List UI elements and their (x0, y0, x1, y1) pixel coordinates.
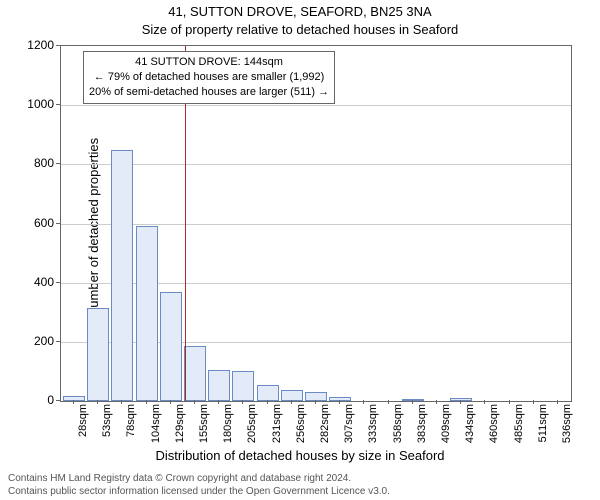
y-tick-mark (56, 104, 60, 105)
y-tick-label: 0 (14, 393, 54, 407)
y-tick-label: 600 (14, 216, 54, 230)
x-tick-label: 511sqm (537, 404, 549, 454)
histogram-bar (184, 346, 206, 401)
y-tick-label: 800 (14, 156, 54, 170)
x-tick-label: 333sqm (367, 404, 379, 454)
histogram-bar (232, 371, 254, 401)
y-tick-mark (56, 282, 60, 283)
histogram-bar (208, 370, 230, 401)
histogram-bar (281, 390, 303, 401)
x-tick-mark (73, 400, 74, 404)
chart-title-address: 41, SUTTON DROVE, SEAFORD, BN25 3NA (0, 4, 600, 19)
callout-line-2: ← 79% of detached houses are smaller (1,… (89, 70, 329, 85)
x-tick-label: 205sqm (246, 404, 258, 454)
x-tick-label: 434sqm (464, 404, 476, 454)
x-tick-label: 536sqm (561, 404, 573, 454)
grid-line (61, 164, 571, 165)
footer-line-1: Contains HM Land Registry data © Crown c… (8, 472, 600, 485)
x-tick-mark (121, 400, 122, 404)
x-tick-mark (339, 400, 340, 404)
x-tick-mark (267, 400, 268, 404)
grid-line (61, 105, 571, 106)
x-tick-mark (388, 400, 389, 404)
histogram-bar (450, 398, 472, 401)
x-tick-mark (291, 400, 292, 404)
callout-line-1: 41 SUTTON DROVE: 144sqm (89, 55, 329, 70)
plot-area: 41 SUTTON DROVE: 144sqm← 79% of detached… (60, 45, 572, 402)
x-tick-mark (242, 400, 243, 404)
x-tick-label: 53sqm (101, 404, 113, 454)
x-tick-mark (218, 400, 219, 404)
histogram-bar (87, 308, 109, 401)
y-tick-label: 200 (14, 334, 54, 348)
x-tick-label: 129sqm (174, 404, 186, 454)
x-tick-mark (436, 400, 437, 404)
x-tick-mark (315, 400, 316, 404)
x-tick-mark (97, 400, 98, 404)
x-tick-mark (484, 400, 485, 404)
histogram-bar (160, 292, 182, 401)
callout-line-3: 20% of semi-detached houses are larger (… (89, 85, 329, 100)
y-tick-mark (56, 341, 60, 342)
x-tick-label: 460sqm (488, 404, 500, 454)
x-tick-label: 78sqm (125, 404, 137, 454)
x-tick-label: 256sqm (295, 404, 307, 454)
x-tick-label: 180sqm (222, 404, 234, 454)
y-tick-mark (56, 223, 60, 224)
chart-footer: Contains HM Land Registry data © Crown c… (0, 472, 600, 498)
callout-box: 41 SUTTON DROVE: 144sqm← 79% of detached… (83, 51, 335, 104)
x-tick-label: 231sqm (271, 404, 283, 454)
x-tick-mark (460, 400, 461, 404)
y-tick-mark (56, 163, 60, 164)
x-tick-mark (146, 400, 147, 404)
x-tick-mark (533, 400, 534, 404)
x-tick-label: 28sqm (77, 404, 89, 454)
y-tick-label: 1200 (14, 38, 54, 52)
x-tick-mark (412, 400, 413, 404)
x-tick-mark (363, 400, 364, 404)
x-tick-label: 358sqm (392, 404, 404, 454)
footer-line-2: Contains public sector information licen… (8, 485, 600, 498)
chart-title-description: Size of property relative to detached ho… (0, 22, 600, 37)
x-tick-label: 307sqm (343, 404, 355, 454)
histogram-bar (329, 397, 351, 401)
y-tick-mark (56, 45, 60, 46)
x-tick-label: 485sqm (513, 404, 525, 454)
histogram-bar (136, 226, 158, 401)
x-tick-label: 104sqm (150, 404, 162, 454)
x-tick-label: 282sqm (319, 404, 331, 454)
histogram-bar (402, 399, 424, 401)
x-tick-mark (194, 400, 195, 404)
y-tick-mark (56, 400, 60, 401)
y-tick-label: 400 (14, 275, 54, 289)
x-tick-label: 409sqm (440, 404, 452, 454)
histogram-bar (305, 392, 327, 401)
x-tick-label: 155sqm (198, 404, 210, 454)
grid-line (61, 224, 571, 225)
x-tick-mark (509, 400, 510, 404)
x-tick-mark (557, 400, 558, 404)
histogram-bar (63, 396, 85, 401)
y-tick-label: 1000 (14, 97, 54, 111)
histogram-bar (111, 150, 133, 401)
histogram-bar (257, 385, 279, 401)
x-tick-label: 383sqm (416, 404, 428, 454)
x-tick-mark (170, 400, 171, 404)
